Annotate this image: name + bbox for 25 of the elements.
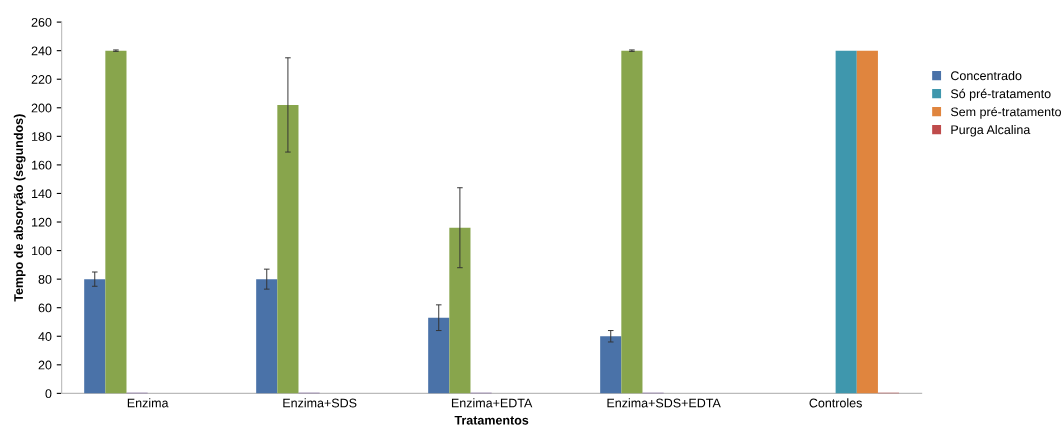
- y-tick-label: 240: [31, 46, 52, 56]
- y-tick-label: 80: [38, 274, 52, 284]
- y-tick-label: 260: [31, 17, 52, 27]
- y-tick-label: 20: [38, 360, 52, 370]
- legend-label: Concentrado: [951, 70, 1022, 81]
- x-tick-label: Enzima+SDS: [283, 398, 357, 408]
- x-tick-label: Enzima+SDS+EDTA: [607, 398, 721, 408]
- legend-label: Purga Alcalina: [951, 124, 1031, 137]
- x-tick-label: Enzima: [127, 398, 169, 408]
- y-axis-title: Tempo de absorção (segundos): [13, 114, 26, 302]
- y-tick-label: 120: [32, 217, 52, 227]
- y-tick-label: 60: [38, 303, 52, 313]
- x-tick-label: Controles: [809, 398, 862, 408]
- y-tick-label: 180: [32, 132, 52, 141]
- y-tick-label: 40: [38, 332, 52, 341]
- y-tick-label: 160: [32, 160, 52, 170]
- x-axis-title: Tratamentos: [454, 415, 529, 425]
- y-tick-label: 200: [31, 103, 52, 113]
- x-tick-label: Enzima+EDTA: [451, 398, 533, 408]
- y-tick-label: 140: [32, 189, 52, 199]
- y-tick-label: 100: [32, 246, 52, 256]
- y-tick-label: 0: [45, 389, 52, 399]
- y-tick-label: 220: [31, 75, 52, 84]
- legend-label: Sem pré-tratamento: [950, 106, 1061, 119]
- legend-label: Só pré-tratamento: [950, 88, 1051, 101]
